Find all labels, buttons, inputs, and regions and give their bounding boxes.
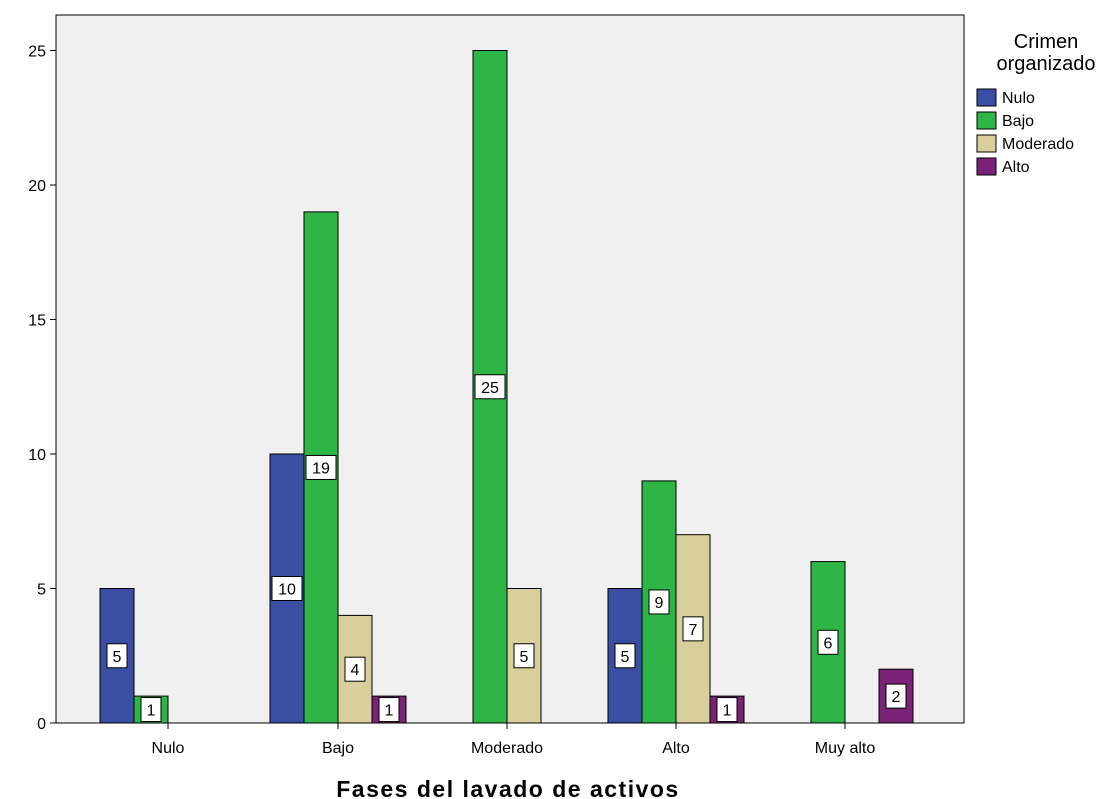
x-tick-label: Bajo xyxy=(322,740,354,757)
data-label-box xyxy=(271,576,303,601)
legend-label: Alto xyxy=(1002,159,1030,176)
legend-swatch xyxy=(976,111,997,130)
data-label-box xyxy=(648,589,670,615)
data-label-box xyxy=(140,697,162,723)
data-label-box xyxy=(106,643,128,669)
x-tick-label: Alto xyxy=(662,740,690,757)
data-label-box xyxy=(614,643,636,669)
legend: Crimen organizado Nulo Bajo Moderado Alto xyxy=(976,31,1096,176)
data-label: 6 xyxy=(824,635,833,652)
data-labels: 5 10 5 1 19 25 9 6 4 5 7 1 1 2 xyxy=(106,374,907,723)
data-label-box xyxy=(474,374,506,400)
data-label-box xyxy=(716,697,738,723)
y-tick-label: 0 xyxy=(37,716,46,733)
x-tick-label: Muy alto xyxy=(815,740,876,757)
data-label: 19 xyxy=(312,460,330,477)
data-label-box xyxy=(513,643,535,669)
data-label: 2 xyxy=(892,689,901,706)
x-axis-title: Fases del lavado de activos xyxy=(336,776,679,799)
y-tick-label: 5 xyxy=(37,582,46,599)
y-axis: 0 5 10 15 20 25 xyxy=(28,44,56,733)
data-label: 1 xyxy=(385,703,394,720)
data-label: 1 xyxy=(147,703,156,720)
legend-title: Crimen organizado xyxy=(997,31,1096,75)
legend-label: Bajo xyxy=(1002,113,1034,130)
x-axis: Nulo Bajo Moderado Alto Muy alto xyxy=(152,723,876,757)
data-label-box xyxy=(378,697,400,723)
data-label-box xyxy=(305,454,337,480)
data-label: 10 xyxy=(278,582,296,599)
data-label-box xyxy=(344,656,366,682)
y-tick-label: 10 xyxy=(28,447,46,464)
legend-swatch xyxy=(976,157,997,176)
data-label-box xyxy=(682,616,704,642)
data-label-box xyxy=(885,683,907,709)
data-label: 4 xyxy=(351,662,360,679)
data-label: 1 xyxy=(723,703,732,720)
x-tick-label: Moderado xyxy=(471,740,543,757)
legend-label: Nulo xyxy=(1002,90,1035,107)
data-label: 5 xyxy=(621,649,630,666)
y-tick-label: 20 xyxy=(28,178,46,195)
data-label: 5 xyxy=(520,649,529,666)
legend-swatch xyxy=(976,88,997,107)
data-label: 7 xyxy=(689,622,698,639)
y-tick-label: 25 xyxy=(28,44,46,61)
x-tick-label: Nulo xyxy=(152,740,185,757)
data-label: 9 xyxy=(655,595,664,612)
data-label-box xyxy=(817,629,839,655)
legend-label: Moderado xyxy=(1002,136,1074,153)
data-label: 5 xyxy=(113,649,122,666)
data-label: 25 xyxy=(481,380,499,397)
y-tick-label: 15 xyxy=(28,313,46,330)
legend-swatch xyxy=(976,134,997,153)
